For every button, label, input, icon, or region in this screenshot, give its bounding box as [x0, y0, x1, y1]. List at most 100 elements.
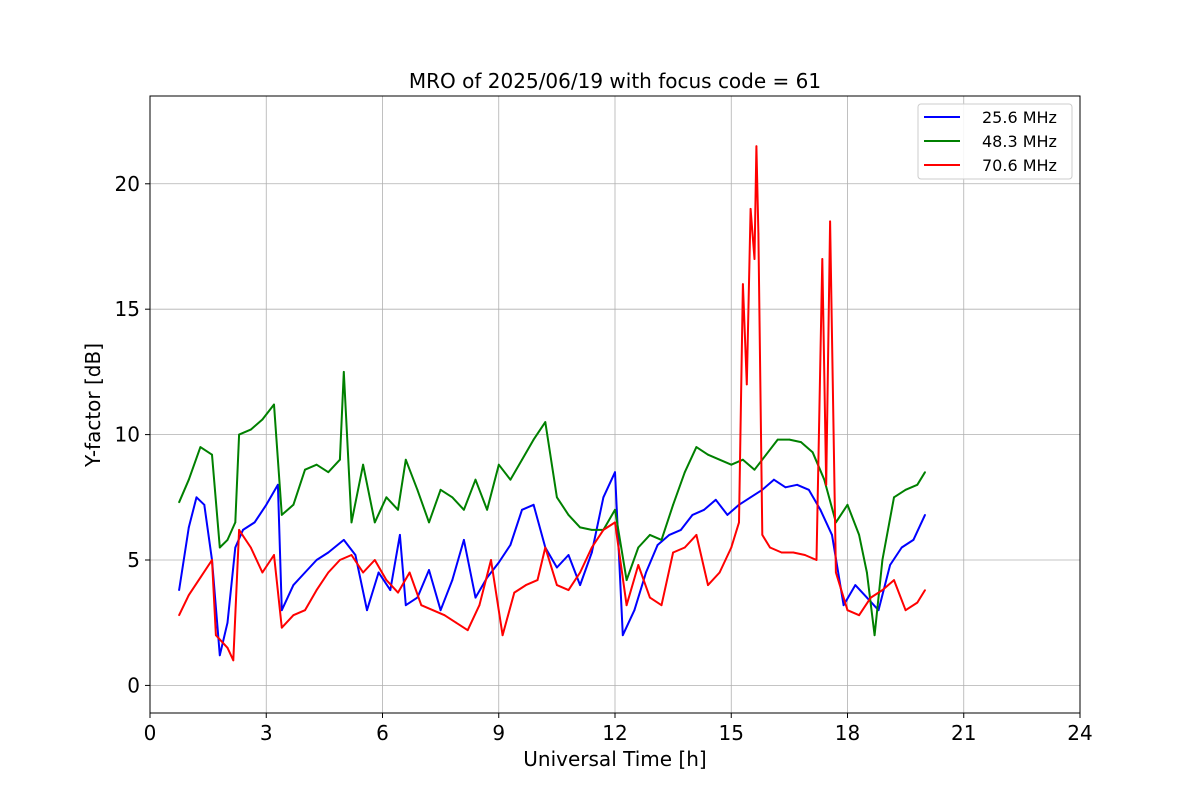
series-point — [342, 371, 345, 373]
series-point — [211, 453, 213, 456]
series-point — [556, 584, 558, 586]
x-tick-label: 18 — [835, 721, 860, 745]
series-point — [478, 604, 481, 607]
series-point — [823, 478, 826, 481]
series-point — [327, 471, 330, 474]
series-point — [835, 571, 837, 574]
series-point — [536, 579, 539, 581]
series-point — [866, 596, 868, 599]
series-point — [377, 571, 380, 574]
series-point — [745, 383, 748, 386]
series-point — [292, 503, 295, 506]
series-point — [567, 554, 570, 556]
series-point — [614, 508, 616, 511]
x-tick-label: 9 — [492, 721, 505, 745]
series-point — [354, 554, 357, 556]
series-point — [916, 483, 919, 486]
series-point — [714, 498, 717, 501]
series-point — [695, 534, 698, 536]
series-point — [385, 496, 388, 499]
series-point — [218, 546, 221, 549]
series-point — [881, 559, 884, 561]
series-point — [695, 446, 698, 448]
series-point — [304, 571, 306, 574]
series-point — [350, 554, 353, 556]
series-point — [924, 471, 926, 474]
series-point — [625, 604, 628, 607]
series-point — [755, 145, 758, 148]
series-point — [749, 208, 752, 210]
series-point — [265, 503, 268, 506]
series-point — [292, 584, 295, 586]
series-point — [829, 220, 831, 223]
series-point — [532, 503, 535, 506]
legend-box — [917, 103, 1073, 180]
series-point — [342, 539, 345, 541]
y-tick-label: 10 — [115, 423, 140, 447]
series-point — [625, 579, 628, 581]
series-point — [497, 561, 500, 564]
series-point — [821, 258, 824, 260]
series-point — [385, 579, 388, 581]
series-point — [315, 589, 318, 591]
series-point — [178, 589, 181, 591]
series-point — [211, 559, 213, 561]
series-point — [691, 514, 694, 516]
series-point — [373, 559, 376, 561]
series-point — [203, 503, 206, 506]
series-point — [831, 534, 833, 536]
series-point — [804, 554, 806, 556]
series-point — [556, 496, 558, 499]
series-point — [428, 569, 430, 571]
series-point — [614, 471, 616, 474]
series-point — [924, 589, 926, 591]
series-point — [232, 659, 235, 662]
series-point — [846, 503, 849, 506]
series-point — [904, 488, 907, 491]
series-point — [280, 626, 283, 629]
series-point — [455, 621, 457, 624]
series-point — [854, 584, 857, 586]
series-point — [796, 483, 798, 486]
series-point — [439, 488, 442, 491]
series-point — [389, 589, 392, 591]
series-point — [765, 453, 767, 456]
x-tick-label: 12 — [602, 721, 627, 745]
series-point — [199, 576, 202, 579]
series-point — [339, 559, 341, 561]
series-point — [881, 589, 884, 591]
series-point — [497, 463, 500, 466]
series-point — [408, 571, 411, 574]
x-tick-label: 3 — [260, 721, 273, 745]
series-point — [668, 534, 671, 536]
series-point — [776, 438, 779, 441]
series-point — [366, 609, 368, 612]
series-point — [590, 551, 593, 554]
x-tick-label: 24 — [1067, 721, 1092, 745]
y-tick-label: 0 — [127, 673, 140, 697]
series-point — [195, 496, 198, 499]
series-point — [590, 529, 593, 531]
series-point — [602, 496, 605, 499]
series-point — [226, 621, 229, 624]
series-point — [842, 604, 845, 607]
series-point — [261, 418, 264, 421]
series-point — [730, 546, 733, 549]
series-point — [226, 646, 229, 649]
series-point — [621, 634, 624, 637]
series-point — [234, 521, 237, 524]
series-point — [416, 488, 419, 491]
series-point — [404, 604, 407, 607]
series-point — [315, 463, 318, 466]
series-point — [749, 496, 752, 499]
series-point — [273, 403, 275, 406]
series-point — [858, 614, 860, 617]
series-point — [893, 496, 895, 499]
series-point — [249, 428, 252, 431]
series-point — [893, 579, 895, 581]
series-point — [730, 463, 733, 466]
x-tick-label: 21 — [951, 721, 976, 745]
series-point — [579, 571, 581, 574]
series-point — [362, 571, 364, 574]
series-point — [280, 609, 283, 612]
